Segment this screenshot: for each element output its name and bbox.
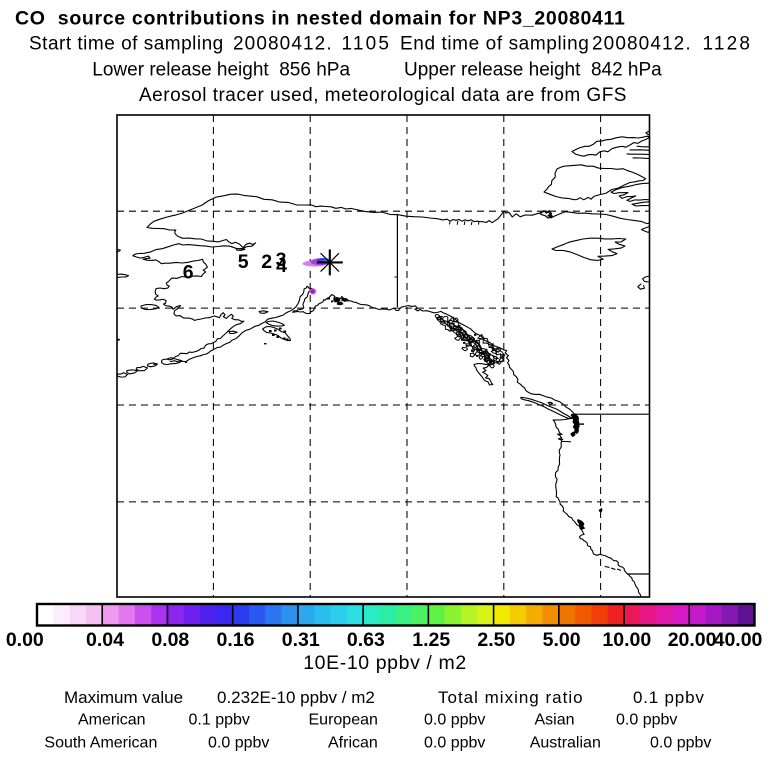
svg-text:0.0 ppbv: 0.0 ppbv <box>650 735 711 752</box>
svg-text:3: 3 <box>276 249 287 271</box>
svg-text:1128: 1128 <box>703 34 753 55</box>
svg-text:6: 6 <box>183 262 194 284</box>
svg-text:4: 4 <box>276 255 287 277</box>
svg-text:Aerosol tracer used, meteorolo: Aerosol tracer used, meteorological data… <box>139 85 627 106</box>
svg-text:0.1 ppbv: 0.1 ppbv <box>633 688 705 707</box>
svg-text:CO source contributions in ne: CO source contributions in nested domain… <box>15 8 626 30</box>
svg-text:0.0 ppbv: 0.0 ppbv <box>616 712 677 729</box>
svg-text:1105: 1105 <box>342 34 392 55</box>
svg-text:20080412.: 20080412. <box>592 34 692 55</box>
svg-text:Asian: Asian <box>535 712 575 729</box>
svg-text:0.04: 0.04 <box>86 629 124 651</box>
svg-text:European: European <box>309 712 378 729</box>
svg-text:10E-10 ppbv / m2: 10E-10 ppbv / m2 <box>303 652 467 674</box>
svg-text:0.08: 0.08 <box>151 629 189 651</box>
svg-text:African: African <box>328 735 378 752</box>
svg-text:0.63: 0.63 <box>347 629 385 651</box>
svg-text:0.00: 0.00 <box>6 629 44 651</box>
svg-text:2.50: 2.50 <box>477 629 515 651</box>
svg-text:End time of sampling: End time of sampling <box>400 34 589 55</box>
svg-text:0.0 ppbv: 0.0 ppbv <box>424 735 485 752</box>
svg-text:Start time of sampling: Start time of sampling <box>29 34 224 55</box>
svg-text:0.31: 0.31 <box>282 629 320 651</box>
svg-text:0.0 ppbv: 0.0 ppbv <box>424 712 485 729</box>
svg-text:American: American <box>78 712 146 729</box>
svg-text:40.00: 40.00 <box>714 629 763 651</box>
svg-text:20.00: 20.00 <box>668 629 717 651</box>
svg-text:0.16: 0.16 <box>217 629 255 651</box>
svg-text:2: 2 <box>261 251 272 273</box>
svg-text:20080412.: 20080412. <box>233 34 333 55</box>
svg-text:0.1 ppbv: 0.1 ppbv <box>189 712 250 729</box>
svg-text:Maximum value: Maximum value <box>64 688 183 707</box>
svg-text:5: 5 <box>238 251 249 273</box>
svg-text:South American: South American <box>44 735 157 752</box>
svg-text:0.232E-10 ppbv / m2: 0.232E-10 ppbv / m2 <box>217 688 375 707</box>
svg-text:Lower release height 856 hPa: Lower release height 856 hPa <box>92 60 350 81</box>
svg-text:Upper release height 842 hPa: Upper release height 842 hPa <box>404 60 662 81</box>
svg-text:Australian: Australian <box>530 735 601 752</box>
svg-text:10.00: 10.00 <box>602 629 651 651</box>
svg-text:5.00: 5.00 <box>543 629 581 651</box>
svg-text:0.0 ppbv: 0.0 ppbv <box>208 735 269 752</box>
svg-text:1.25: 1.25 <box>412 629 450 651</box>
svg-text:Total mixing ratio: Total mixing ratio <box>438 688 584 707</box>
